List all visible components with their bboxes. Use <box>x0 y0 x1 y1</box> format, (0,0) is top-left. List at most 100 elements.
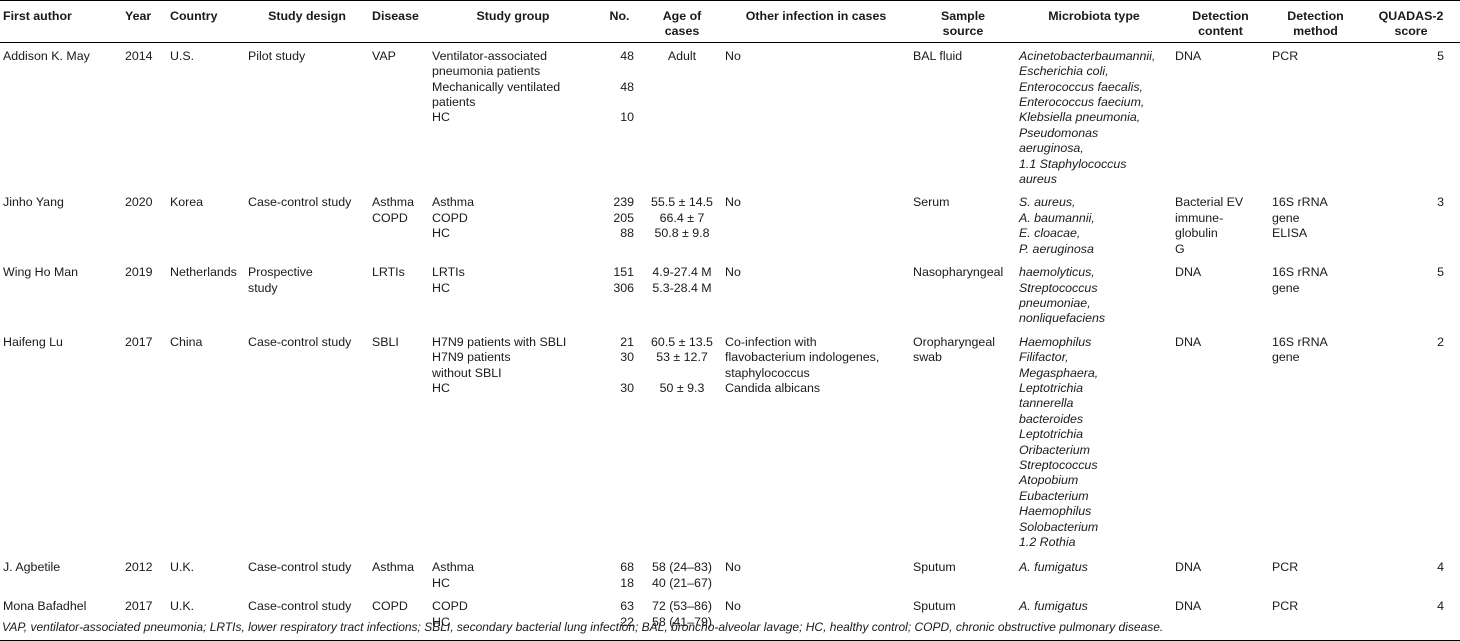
cell-line: 2020 <box>125 195 153 210</box>
cell-line: No <box>725 48 741 63</box>
table-row: Haifeng Lu 2017 China Case-control study SBL… <box>0 331 1460 555</box>
column-header: Sample source <box>910 0 1016 43</box>
column-header-line: Microbiota type <box>1048 9 1140 23</box>
microbiota-type-cell: Acinetobacterbaumannii, Escherichia coli,… <box>1016 42 1172 191</box>
cell-line: A. fumigatus <box>1019 560 1088 575</box>
study-group-cell: Asthma COPD HC <box>429 191 597 261</box>
cell-line: DNA <box>1175 599 1202 614</box>
microbiota-type-cell: A. fumigatus <box>1016 595 1172 641</box>
cell-line: globulin <box>1175 226 1218 241</box>
cell-line: HC <box>432 280 450 295</box>
cell-line: 18 <box>620 575 634 590</box>
quadas-score-cell: 5 <box>1362 261 1460 331</box>
cell-line: China <box>170 334 203 349</box>
cell-line: PCR <box>1272 560 1299 575</box>
country-cell: Netherlands <box>167 261 245 331</box>
cell-line: No <box>725 560 741 575</box>
header-row: First author Year Country Study design Disea… <box>0 0 1460 43</box>
cell-line: 53 ± 12.7 <box>656 350 708 365</box>
cell-line: VAP <box>372 48 396 63</box>
cell-line: 58 (41–79) <box>652 614 712 629</box>
cell-line: 48 <box>620 79 634 94</box>
cell-line: flavobacterium indologenes, <box>725 350 880 365</box>
cell-line: LRTIs <box>432 265 465 280</box>
detection-method-cell: PCR <box>1269 42 1362 191</box>
microbiota-type-cell: haemolyticus, Streptococcus pneumoniae, non… <box>1016 261 1172 331</box>
cell-line: Haifeng Lu <box>3 334 63 349</box>
age-cell: 55.5 ± 14.5 66.4 ± 7 50.8 ± 9.8 <box>642 191 722 261</box>
cell-line: COPD <box>372 210 408 225</box>
cell-line: 3 <box>1437 195 1444 210</box>
cell-line: 2012 <box>125 560 153 575</box>
cell-line: Korea <box>170 195 204 210</box>
detection-content-cell: DNA <box>1172 261 1269 331</box>
cell-line: Asthma <box>372 560 415 575</box>
cell-line: G <box>1175 241 1185 256</box>
cell-line: Leptotrichia <box>1019 427 1084 442</box>
cell-line: No <box>725 195 741 210</box>
cell-line: 72 (53–86) <box>652 599 712 614</box>
cell-line: nonliquefaciens <box>1019 311 1106 326</box>
cell-line: Streptococcus <box>1019 457 1098 472</box>
country-cell: U.S. <box>167 42 245 191</box>
study-design-cell: Prospective study <box>245 261 369 331</box>
column-header: Study group <box>429 0 597 43</box>
cell-line: Escherichia coli, <box>1019 64 1109 79</box>
detection-content-cell: DNA <box>1172 554 1269 595</box>
age-cell: 58 (24–83) 40 (21–67) <box>642 554 722 595</box>
table-row: Addison K. May 2014 U.S. Pilot study VAP Vent… <box>0 42 1460 191</box>
sample-source-cell: Sputum <box>910 554 1016 595</box>
first-author-cell: Jinho Yang <box>0 191 122 261</box>
cell-line: A. fumigatus <box>1019 599 1088 614</box>
other-infection-cell: No <box>722 191 910 261</box>
first-author-cell: Wing Ho Man <box>0 261 122 331</box>
disease-cell: LRTIs <box>369 261 429 331</box>
disease-cell: VAP <box>369 42 429 191</box>
cell-line: HC <box>432 380 450 395</box>
cell-line: Case-control study <box>248 334 352 349</box>
quadas-score-cell: 3 <box>1362 191 1460 261</box>
cell-line: Co-infection with <box>725 334 817 349</box>
cell-line: Solobacterium <box>1019 519 1099 534</box>
cell-line: 151 <box>613 265 634 280</box>
sample-source-cell: Oropharyngeal swab <box>910 331 1016 555</box>
column-header-line: cases <box>664 24 700 39</box>
table-footnote: VAP, ventilator-associated pneumonia; LR… <box>2 620 1164 634</box>
column-header: Age of cases <box>642 0 722 43</box>
country-cell: Korea <box>167 191 245 261</box>
cell-line: Klebsiella pneumonia, <box>1019 110 1141 125</box>
cell-line: Oropharyngeal <box>913 334 995 349</box>
cell-line: Asthma <box>432 560 475 575</box>
cell-line: Mechanically ventilated <box>432 79 561 94</box>
column-header-line: Other infection in cases <box>745 9 887 23</box>
cell-line: HC <box>432 226 450 241</box>
cell-line: 88 <box>620 226 634 241</box>
first-author-cell: Addison K. May <box>0 42 122 191</box>
column-header-line: Sample <box>940 9 986 23</box>
cell-line: 68 <box>620 560 634 575</box>
cell-line <box>600 95 634 110</box>
cell-line: Asthma <box>432 195 475 210</box>
cell-line: staphylococcus <box>725 365 810 380</box>
cell-line: COPD <box>432 210 468 225</box>
cell-line: Bacterial EV <box>1175 195 1244 210</box>
first-author-cell: Haifeng Lu <box>0 331 122 555</box>
column-header: QUADAS-2 score <box>1362 0 1460 43</box>
cell-line: 2 <box>1437 334 1444 349</box>
cell-line: E. cloacae, <box>1019 226 1081 241</box>
cell-line: COPD <box>372 599 408 614</box>
cell-line: No <box>725 599 741 614</box>
disease-cell: SBLI <box>369 331 429 555</box>
cell-line: Adult <box>667 48 697 63</box>
column-header-line: Study group <box>476 9 550 23</box>
cell-line: Prospective <box>248 265 313 280</box>
column-header-line: method <box>1293 24 1338 39</box>
detection-method-cell: PCR <box>1269 595 1362 641</box>
microbiota-type-cell: S. aureus, A. baumannii, E. cloacae, P. aer… <box>1016 191 1172 261</box>
cell-line: without SBLI <box>432 365 502 380</box>
column-header-line: source <box>942 24 984 39</box>
cell-line: HC <box>432 575 450 590</box>
sample-count-cell: 151 306 <box>597 261 642 331</box>
cell-line: Case-control study <box>248 599 352 614</box>
cell-line: U.K. <box>170 560 195 575</box>
